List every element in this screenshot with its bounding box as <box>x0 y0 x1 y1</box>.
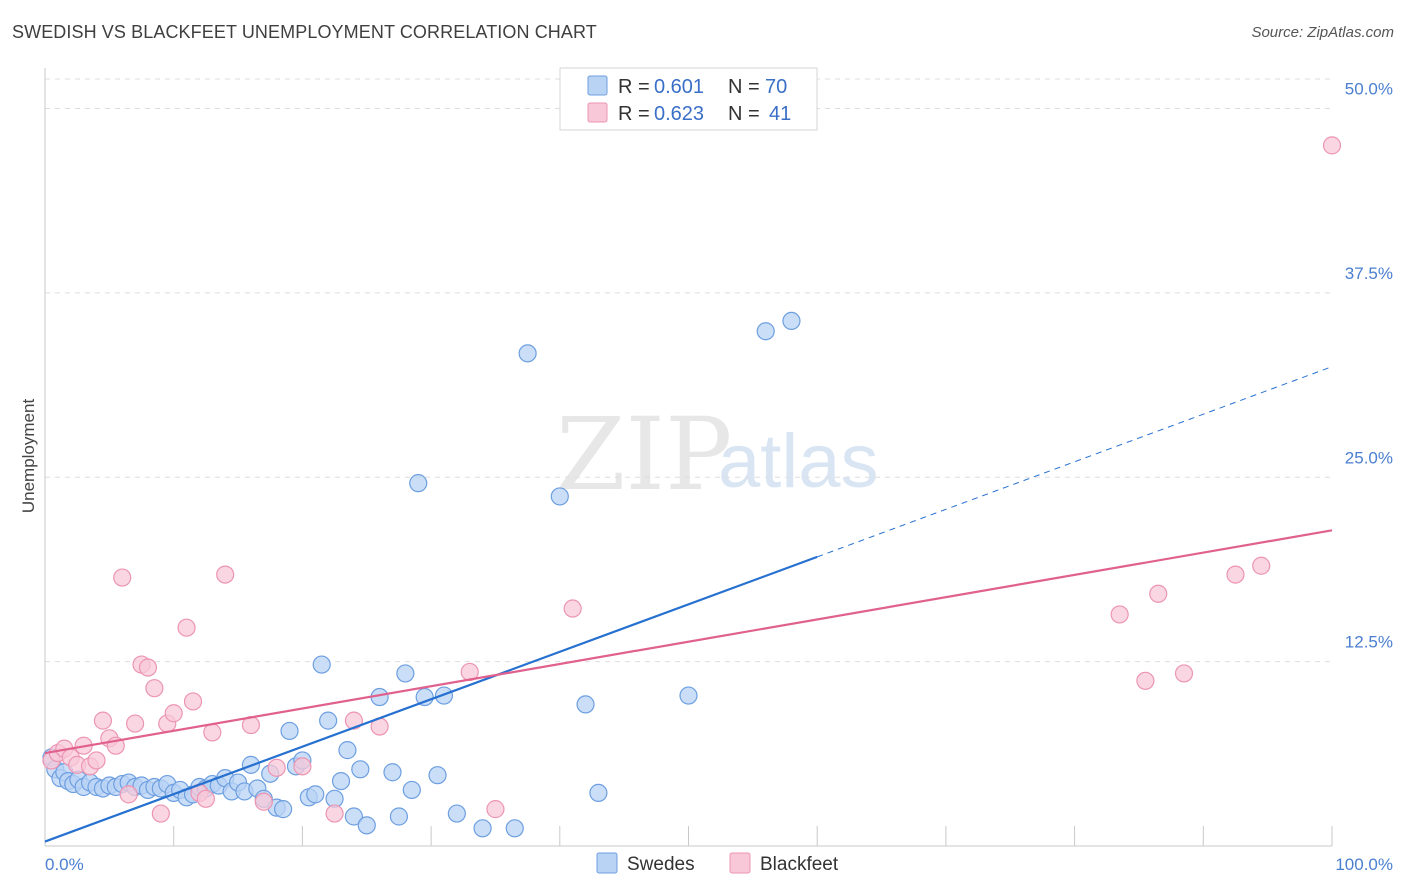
bottom-legend-swatch-blackfeet <box>729 852 751 874</box>
point-swedes-48 <box>338 741 357 760</box>
watermark: ZIP atlas <box>556 396 879 513</box>
point-blackfeet-28 <box>267 758 286 777</box>
watermark-zip: ZIP <box>556 396 732 513</box>
point-blackfeet-37 <box>1136 671 1155 690</box>
point-blackfeet-27 <box>254 792 273 811</box>
y-tick-label-2: 37.5% <box>1345 264 1393 283</box>
x-tick-label-min: 0.0% <box>45 855 84 874</box>
series-legend: Swedes Blackfeet <box>596 852 839 875</box>
point-blackfeet-13 <box>125 714 145 733</box>
point-swedes-55 <box>396 664 415 683</box>
point-blackfeet-21 <box>183 692 203 711</box>
point-swedes-69 <box>756 322 775 341</box>
chart-title: SWEDISH VS BLACKFEET UNEMPLOYMENT CORREL… <box>12 22 597 42</box>
x-axis-ticks <box>44 826 1333 846</box>
legend-r-label-blackfeet: R = <box>618 103 650 125</box>
y-tick-labels: 12.5% 25.0% 37.5% 50.0% <box>1345 80 1393 652</box>
y-tick-label-1: 25.0% <box>1345 448 1393 467</box>
point-swedes-64 <box>518 344 537 363</box>
bottom-legend-swatch-swedes <box>596 852 618 874</box>
point-swedes-49 <box>344 807 363 826</box>
point-blackfeet-31 <box>344 711 363 730</box>
point-swedes-59 <box>428 766 447 785</box>
point-blackfeet-34 <box>486 800 505 819</box>
point-blackfeet-35 <box>563 599 582 618</box>
point-blackfeet-38 <box>1149 584 1168 603</box>
point-blackfeet-19 <box>164 704 183 723</box>
point-blackfeet-39 <box>1174 664 1194 683</box>
point-blackfeet-7 <box>87 751 106 770</box>
trendline-blackfeet <box>44 529 1333 755</box>
legend-n-label-swedes: N = <box>728 76 760 98</box>
point-blackfeet-20 <box>177 618 196 637</box>
point-blackfeet-41 <box>1252 556 1271 575</box>
chart-source: Source: ZipAtlas.com <box>1251 24 1394 41</box>
legend-swatch-blackfeet <box>587 102 608 123</box>
bottom-legend-label-swedes: Swedes <box>627 854 695 875</box>
legend-n-value-blackfeet: 41 <box>769 103 791 125</box>
point-blackfeet-15 <box>138 658 158 677</box>
point-swedes-70 <box>782 311 801 330</box>
trend-lines <box>44 366 1333 843</box>
point-blackfeet-23 <box>196 789 215 808</box>
trendline-swedes <box>44 555 818 843</box>
point-blackfeet-8 <box>93 711 113 730</box>
point-swedes-63 <box>505 819 524 838</box>
point-blackfeet-25 <box>216 565 235 584</box>
point-blackfeet-30 <box>325 804 344 823</box>
point-swedes-65 <box>550 487 569 506</box>
point-swedes-68 <box>679 686 698 705</box>
point-swedes-47 <box>331 771 351 791</box>
trendline-swedes-extension <box>817 366 1333 558</box>
y-tick-label-3: 50.0% <box>1345 80 1393 99</box>
y-axis-label: Unemployment <box>19 399 38 514</box>
data-points <box>42 136 1342 838</box>
legend-n-value-swedes: 70 <box>765 76 787 98</box>
point-swedes-57 <box>409 474 428 493</box>
point-swedes-54 <box>389 807 409 826</box>
point-blackfeet-12 <box>119 785 138 804</box>
point-swedes-66 <box>576 695 595 714</box>
bottom-legend-label-blackfeet: Blackfeet <box>760 854 839 875</box>
y-tick-label-0: 12.5% <box>1345 633 1393 652</box>
point-swedes-51 <box>357 816 376 835</box>
point-blackfeet-11 <box>113 568 132 587</box>
x-tick-label-max: 100.0% <box>1335 855 1393 874</box>
point-swedes-43 <box>306 785 325 804</box>
point-swedes-38 <box>273 800 293 819</box>
watermark-atlas: atlas <box>718 419 879 504</box>
point-blackfeet-24 <box>203 723 222 742</box>
point-blackfeet-16 <box>145 679 164 698</box>
point-blackfeet-36 <box>1110 605 1129 624</box>
gridlines <box>45 78 1332 663</box>
point-swedes-58 <box>415 687 434 707</box>
point-blackfeet-42 <box>1322 136 1342 155</box>
legend-r-value-blackfeet: 0.623 <box>654 103 704 125</box>
legend-swatch-swedes <box>587 75 608 96</box>
point-swedes-56 <box>402 780 421 800</box>
point-blackfeet-40 <box>1226 565 1245 584</box>
legend-n-label-blackfeet: N = <box>728 103 760 125</box>
point-blackfeet-17 <box>151 804 170 823</box>
legend-r-label-swedes: R = <box>618 76 650 98</box>
legend-r-value-swedes: 0.601 <box>654 76 704 98</box>
point-swedes-61 <box>447 804 466 823</box>
point-swedes-67 <box>589 783 608 803</box>
point-swedes-44 <box>312 655 331 674</box>
stats-legend: R = 0.601 N = 70 R = 0.623 N = 41 <box>559 67 818 131</box>
point-swedes-50 <box>351 760 370 779</box>
point-swedes-45 <box>319 711 338 730</box>
point-swedes-62 <box>473 819 492 838</box>
point-blackfeet-29 <box>293 757 312 776</box>
point-swedes-39 <box>280 721 299 741</box>
point-swedes-53 <box>383 763 402 782</box>
